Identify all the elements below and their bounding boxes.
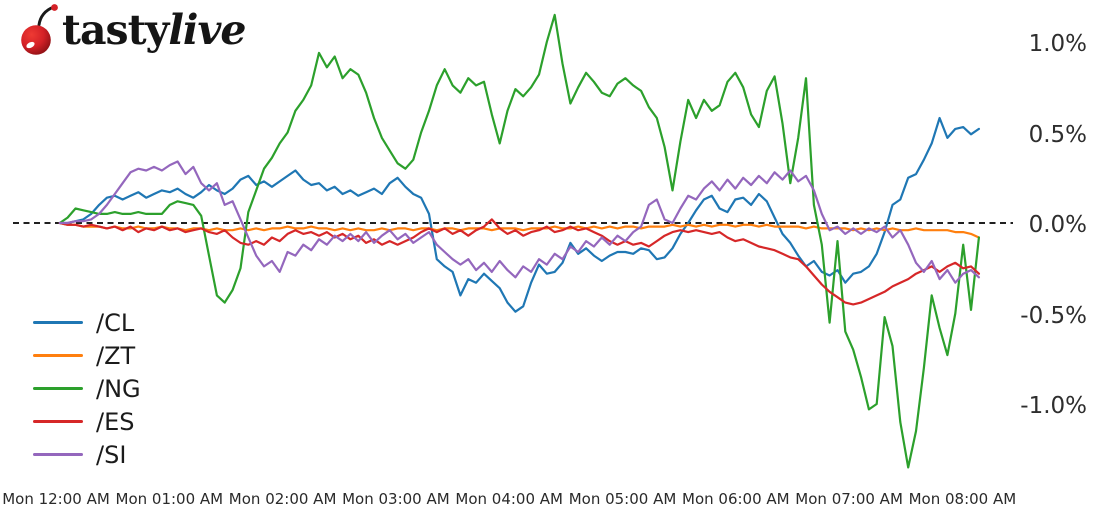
- legend-line-swatch: [33, 321, 83, 324]
- y-tick-label: -1.0%: [1020, 393, 1087, 419]
- legend-item-si: /SI: [33, 438, 141, 471]
- legend-item-zt: /ZT: [33, 339, 141, 372]
- series-line-ng: [58, 13, 981, 469]
- legend-label: /ES: [96, 407, 135, 436]
- x-tick-label: Mon 12:00 AM: [2, 490, 110, 508]
- cherry-icon: [21, 4, 58, 55]
- tastylive-logo: tastylive: [14, 2, 246, 60]
- legend-line-swatch: [33, 387, 83, 390]
- legend-label: /ZT: [96, 341, 136, 370]
- x-tick-label: Mon 06:00 AM: [682, 490, 790, 508]
- y-tick-label: 0.5%: [1028, 121, 1087, 148]
- legend-label: /CL: [96, 308, 135, 337]
- x-tick-label: Mon 03:00 AM: [342, 490, 450, 508]
- x-tick-label: Mon 01:00 AM: [115, 490, 224, 508]
- series-line-zt: [58, 221, 981, 239]
- logo-text-live: live: [168, 6, 246, 54]
- logo-wordmark: tastylive: [62, 10, 246, 51]
- legend-line-swatch: [33, 420, 83, 423]
- series-line-es: [58, 218, 981, 306]
- x-tick-label: Mon 05:00 AM: [568, 490, 677, 508]
- x-tick-label: Mon 07:00 AM: [795, 490, 903, 508]
- y-tick-label: 1.0%: [1028, 31, 1087, 57]
- y-tick-label: -0.5%: [1020, 302, 1087, 329]
- legend-item-ng: /NG: [33, 372, 141, 405]
- legend-item-cl: /CL: [33, 306, 141, 339]
- legend-line-swatch: [33, 453, 83, 456]
- legend-label: /NG: [96, 374, 141, 403]
- legend-line-swatch: [33, 354, 83, 357]
- x-tick-label: Mon 04:00 AM: [455, 490, 563, 508]
- x-tick-label: Mon 08:00 AM: [908, 490, 1017, 508]
- legend-label: /SI: [96, 440, 127, 469]
- logo-text-tasty: tasty: [62, 6, 169, 54]
- legend: /CL/ZT/NG/ES/SI: [33, 306, 141, 471]
- x-tick-label: Mon 02:00 AM: [228, 490, 337, 508]
- legend-item-es: /ES: [33, 405, 141, 438]
- y-tick-label: 0.0%: [1028, 212, 1087, 238]
- series-line-si: [58, 160, 981, 284]
